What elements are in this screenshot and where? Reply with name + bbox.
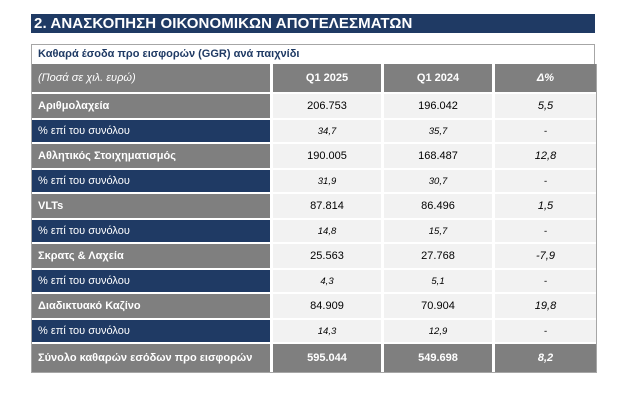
row-value-2025: 25.563 xyxy=(273,244,384,270)
header-q1-2024: Q1 2024 xyxy=(384,64,495,94)
header-delta: Δ% xyxy=(495,64,596,94)
share-value-2024: 5,1 xyxy=(384,270,495,294)
row-delta: 5,5 xyxy=(495,94,596,120)
header-units: (Ποσά σε χιλ. ευρώ) xyxy=(32,64,273,94)
total-value-2024: 549.698 xyxy=(384,344,495,372)
row-value-2025: 190.005 xyxy=(273,144,384,170)
share-label: % επί του συνόλου xyxy=(32,170,273,194)
share-value-2024: 35,7 xyxy=(384,120,495,144)
share-label: % επί του συνόλου xyxy=(32,120,273,144)
ggr-data-table: (Ποσά σε χιλ. ευρώ) Q1 2025 Q1 2024 Δ% Α… xyxy=(31,64,597,373)
row-label: Αθλητικός Στοιχηματισμός xyxy=(32,144,273,170)
row-label: Διαδικτυακό Καζίνο xyxy=(32,294,273,320)
table-header-row: (Ποσά σε χιλ. ευρώ) Q1 2025 Q1 2024 Δ% xyxy=(32,64,596,94)
row-value-2025: 84.909 xyxy=(273,294,384,320)
table-row: Αθλητικός Στοιχηματισμός 190.005 168.487… xyxy=(32,144,596,170)
total-delta: 8,2 xyxy=(495,344,596,372)
row-delta: 12,8 xyxy=(495,144,596,170)
ggr-table: Καθαρά έσοδα προ εισφορών (GGR) ανά παιχ… xyxy=(31,44,597,373)
share-delta: - xyxy=(495,220,596,244)
share-row: % επί του συνόλου 31,9 30,7 - xyxy=(32,170,596,194)
row-label: Σκρατς & Λαχεία xyxy=(32,244,273,270)
row-value-2025: 87.814 xyxy=(273,194,384,220)
share-value-2025: 34,7 xyxy=(273,120,384,144)
share-delta: - xyxy=(495,270,596,294)
share-value-2024: 15,7 xyxy=(384,220,495,244)
row-label: Αριθμολαχεία xyxy=(32,94,273,120)
row-value-2024: 70.904 xyxy=(384,294,495,320)
row-value-2024: 86.496 xyxy=(384,194,495,220)
share-row: % επί του συνόλου 14,3 12,9 - xyxy=(32,320,596,344)
row-value-2025: 206.753 xyxy=(273,94,384,120)
share-delta: - xyxy=(495,170,596,194)
row-value-2024: 168.487 xyxy=(384,144,495,170)
table-row: VLTs 87.814 86.496 1,5 xyxy=(32,194,596,220)
row-value-2024: 196.042 xyxy=(384,94,495,120)
share-row: % επί του συνόλου 14,8 15,7 - xyxy=(32,220,596,244)
share-label: % επί του συνόλου xyxy=(32,320,273,344)
row-value-2024: 27.768 xyxy=(384,244,495,270)
share-value-2025: 4,3 xyxy=(273,270,384,294)
table-subtitle: Καθαρά έσοδα προ εισφορών (GGR) ανά παιχ… xyxy=(31,44,595,64)
row-delta: -7,9 xyxy=(495,244,596,270)
share-value-2025: 14,8 xyxy=(273,220,384,244)
share-row: % επί του συνόλου 4,3 5,1 - xyxy=(32,270,596,294)
header-q1-2025: Q1 2025 xyxy=(273,64,384,94)
row-delta: 1,5 xyxy=(495,194,596,220)
share-row: % επί του συνόλου 34,7 35,7 - xyxy=(32,120,596,144)
share-delta: - xyxy=(495,320,596,344)
share-delta: - xyxy=(495,120,596,144)
row-label: VLTs xyxy=(32,194,273,220)
total-value-2025: 595.044 xyxy=(273,344,384,372)
share-value-2025: 31,9 xyxy=(273,170,384,194)
table-row: Σκρατς & Λαχεία 25.563 27.768 -7,9 xyxy=(32,244,596,270)
table-row: Διαδικτυακό Καζίνο 84.909 70.904 19,8 xyxy=(32,294,596,320)
share-label: % επί του συνόλου xyxy=(32,220,273,244)
row-delta: 19,8 xyxy=(495,294,596,320)
total-label: Σύνολο καθαρών εσόδων προ εισφορών xyxy=(32,344,273,372)
share-label: % επί του συνόλου xyxy=(32,270,273,294)
section-title: 2. ΑΝΑΣΚΟΠΗΣΗ ΟΙΚΟΝΟΜΙΚΩΝ ΑΠΟΤΕΛΕΣΜΑΤΩΝ xyxy=(31,14,595,33)
total-row: Σύνολο καθαρών εσόδων προ εισφορών 595.0… xyxy=(32,344,596,372)
share-value-2024: 12,9 xyxy=(384,320,495,344)
share-value-2024: 30,7 xyxy=(384,170,495,194)
table-row: Αριθμολαχεία 206.753 196.042 5,5 xyxy=(32,94,596,120)
share-value-2025: 14,3 xyxy=(273,320,384,344)
